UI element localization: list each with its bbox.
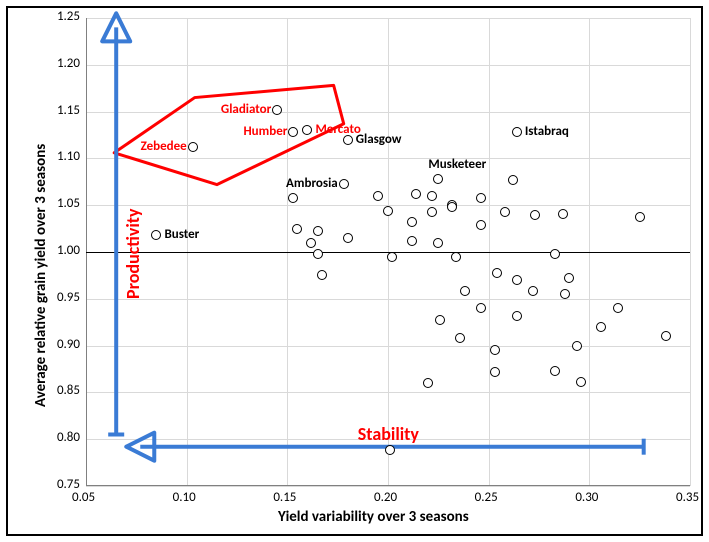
scatter-point <box>613 303 623 313</box>
scatter-point <box>317 270 327 280</box>
scatter-point <box>490 367 500 377</box>
scatter-point <box>343 233 353 243</box>
scatter-point <box>188 142 198 152</box>
scatter-point <box>492 268 502 278</box>
scatter-point <box>530 210 540 220</box>
y-tick-label: 0.75 <box>57 477 80 492</box>
point-label: Ambrosia <box>286 176 338 191</box>
stability-label: Stability <box>358 423 419 445</box>
scatter-point <box>512 127 522 137</box>
scatter-point <box>476 303 486 313</box>
y-tick-label: 1.10 <box>57 149 80 164</box>
scatter-point <box>387 252 397 262</box>
y-tick-label: 0.85 <box>57 383 80 398</box>
grid-vertical <box>690 18 691 486</box>
x-tick-label: 0.10 <box>173 490 196 505</box>
y-axis-title: Average relative grain yield over 3 seas… <box>32 144 50 407</box>
scatter-point <box>635 212 645 222</box>
scatter-point <box>460 286 470 296</box>
plot-area: Buster Zebedee Gladiator Humber Mercato Ambro… <box>86 18 690 486</box>
highlight-polygon <box>114 85 344 184</box>
scatter-point <box>383 206 393 216</box>
y-tick-label: 1.20 <box>57 56 80 71</box>
x-tick-label: 0.15 <box>273 490 296 505</box>
scatter-point <box>476 193 486 203</box>
scatter-point <box>476 220 486 230</box>
point-label: Humber <box>243 124 287 139</box>
point-label: Musketeer <box>428 157 486 172</box>
scatter-point <box>343 135 353 145</box>
y-tick-label: 0.80 <box>57 430 80 445</box>
scatter-point <box>373 191 383 201</box>
scatter-point <box>500 207 510 217</box>
scatter-point <box>512 311 522 321</box>
x-tick-label: 0.20 <box>374 490 397 505</box>
x-axis-title: Yield variability over 3 seasons <box>278 508 469 526</box>
x-tick-label: 0.35 <box>676 490 699 505</box>
point-label: Istabraq <box>525 124 569 139</box>
x-tick-label: 0.05 <box>72 490 95 505</box>
scatter-point <box>550 249 560 259</box>
scatter-point <box>490 345 500 355</box>
scatter-point <box>558 209 568 219</box>
scatter-point <box>572 341 582 351</box>
scatter-point <box>407 236 417 246</box>
point-label: Buster <box>164 227 199 242</box>
point-label: Mercato <box>315 122 360 137</box>
productivity-label: Productivity <box>122 208 144 299</box>
x-tick-label: 0.30 <box>575 490 598 505</box>
scatter-point <box>512 275 522 285</box>
x-tick-label: 0.25 <box>475 490 498 505</box>
scatter-point <box>508 175 518 185</box>
scatter-point <box>313 226 323 236</box>
point-label: Zebedee <box>141 139 187 154</box>
scatter-point <box>550 366 560 376</box>
scatter-point <box>427 207 437 217</box>
scatter-point <box>292 224 302 234</box>
scatter-point <box>313 249 323 259</box>
y-tick-label: 1.15 <box>57 103 80 118</box>
scatter-point <box>433 238 443 248</box>
scatter-point <box>339 179 349 189</box>
y-tick-label: 0.90 <box>57 337 80 352</box>
scatter-point <box>272 105 282 115</box>
grid-horizontal <box>86 486 690 487</box>
y-tick-label: 1.00 <box>57 243 80 258</box>
point-label: Gladiator <box>221 102 271 117</box>
y-tick-label: 0.95 <box>57 290 80 305</box>
y-tick-label: 1.05 <box>57 196 80 211</box>
y-tick-label: 1.25 <box>57 9 80 24</box>
point-label: Glasgow <box>356 132 402 147</box>
